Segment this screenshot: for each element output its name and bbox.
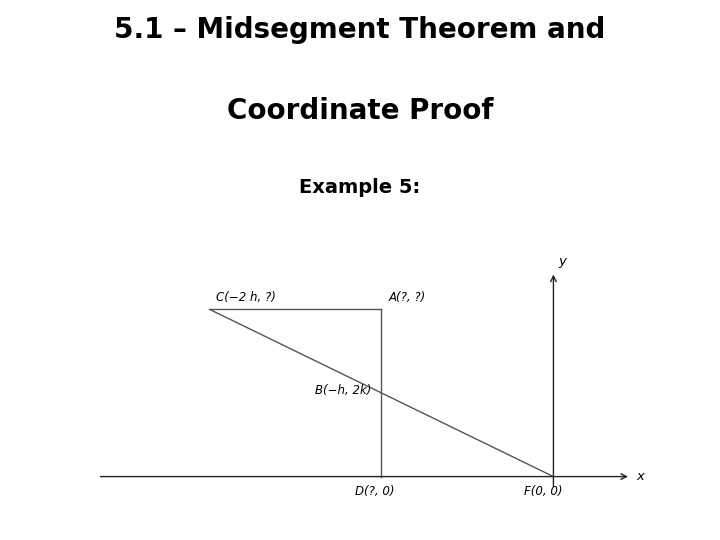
Text: B(−h, 2k): B(−h, 2k)	[315, 384, 372, 397]
Text: Example 5:: Example 5:	[300, 178, 420, 197]
Text: Coordinate Proof: Coordinate Proof	[227, 97, 493, 125]
Text: x: x	[636, 470, 644, 483]
Text: A(?, ?): A(?, ?)	[388, 291, 426, 303]
Text: C(−2 h, ?): C(−2 h, ?)	[217, 291, 276, 303]
Text: D(?, 0): D(?, 0)	[355, 485, 395, 498]
Text: 5.1 – Midsegment Theorem and: 5.1 – Midsegment Theorem and	[114, 16, 606, 44]
Text: F(0, 0): F(0, 0)	[524, 485, 562, 498]
Text: y: y	[559, 254, 567, 267]
